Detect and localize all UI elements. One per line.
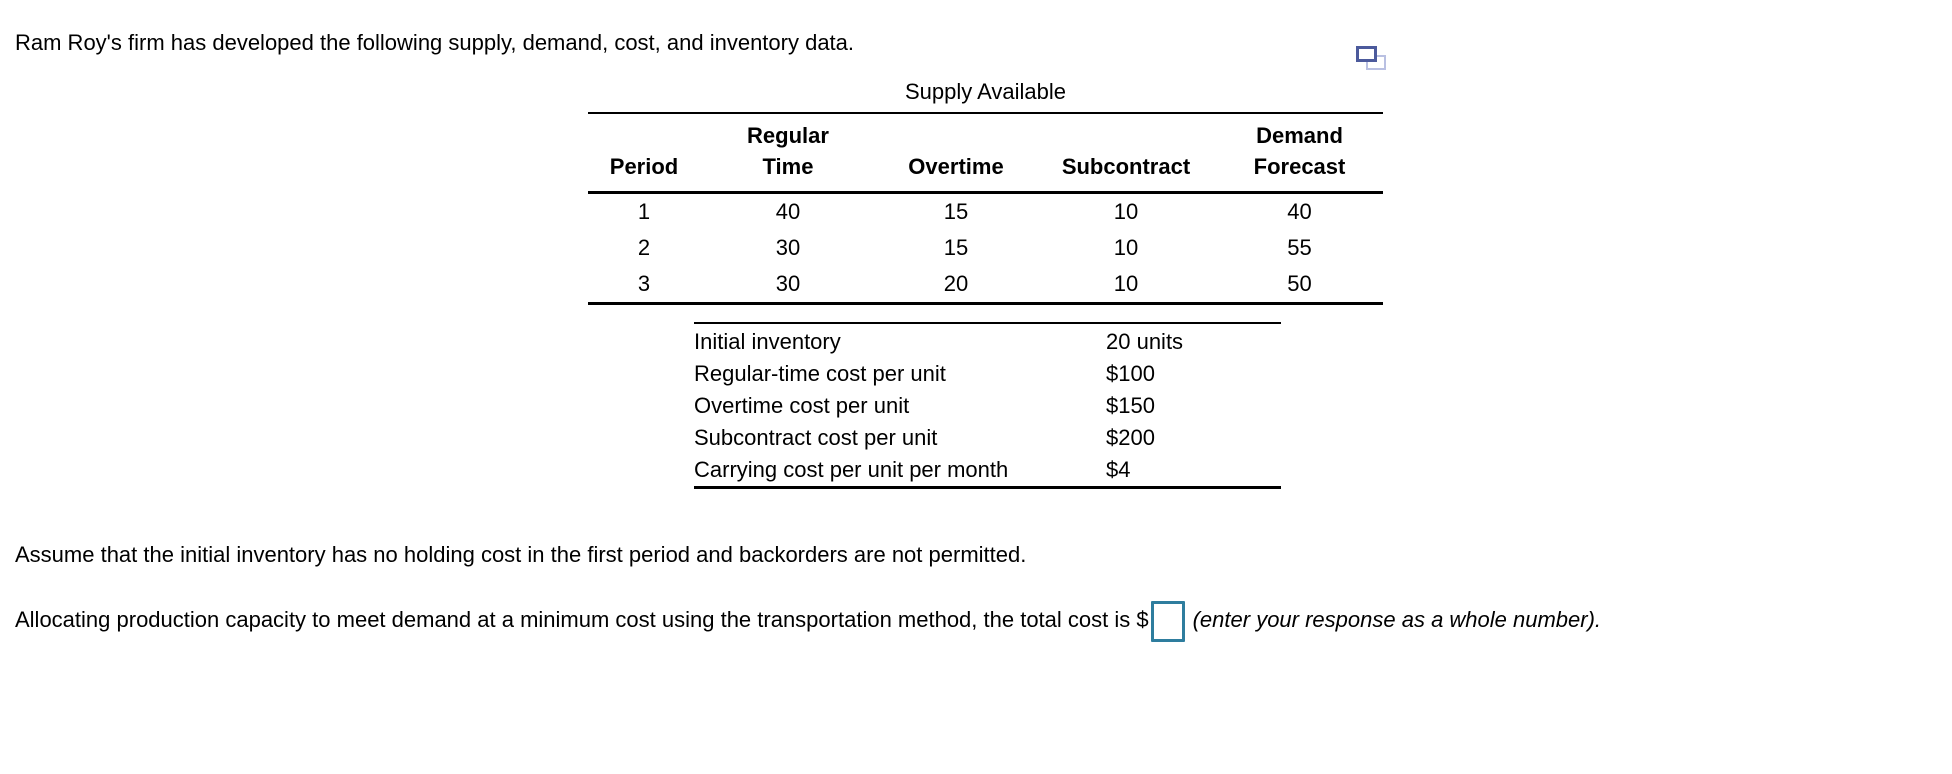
list-item: Initial inventory 20 units [694, 323, 1281, 358]
cost-label-initial-inventory: Initial inventory [694, 329, 841, 354]
column-header-regular-time: Regular Time [700, 113, 876, 194]
cell-overtime: 15 [943, 199, 969, 224]
cell-period: 2 [637, 235, 651, 260]
question-prefix-text: Allocating production capacity to meet d… [15, 607, 1149, 632]
cell-demand-forecast: 50 [1216, 266, 1383, 305]
cell-overtime: 20 [876, 266, 1036, 305]
supply-available-table: Supply Available Period Regular Time Ove… [588, 78, 1383, 305]
column-header-demand-forecast: Demand Forecast [1216, 113, 1383, 194]
compare-windows-icon[interactable] [1356, 46, 1388, 73]
cell-regular-time: 30 [775, 235, 801, 260]
column-header-overtime: Overtime [876, 113, 1036, 194]
cell-demand-forecast: 40 [1287, 199, 1312, 224]
cell-period: 1 [637, 199, 651, 224]
table-row: 1 40 15 10 40 [588, 193, 1383, 231]
question-suffix-text: (enter your response as a whole number). [1192, 607, 1602, 632]
cell-regular-time: 30 [700, 266, 876, 305]
supply-header-row: Period Regular Time Overtime Subcontract… [588, 113, 1383, 194]
cell-demand-forecast: 55 [1287, 235, 1312, 260]
cell-overtime: 15 [943, 235, 969, 260]
cost-label-overtime: Overtime cost per unit [694, 393, 910, 418]
cell-subcontract: 10 [1113, 235, 1139, 260]
assumption-text: Assume that the initial inventory has no… [15, 542, 1027, 567]
question-line: Allocating production capacity to meet d… [15, 599, 1601, 642]
cost-label-subcontract: Subcontract cost per unit [694, 425, 938, 450]
total-cost-input[interactable] [1150, 600, 1185, 642]
column-header-period: Period [588, 113, 700, 194]
cell-subcontract: 10 [1113, 199, 1139, 224]
cell-subcontract: 10 [1036, 266, 1216, 305]
cost-label-carrying: Carrying cost per unit per month [694, 457, 1009, 482]
list-item: Regular-time cost per unit $100 [694, 358, 1281, 390]
cost-value-initial-inventory: 20 units [1106, 329, 1184, 354]
list-item: Carrying cost per unit per month $4 [694, 454, 1281, 488]
cost-value-carrying: $4 [1106, 457, 1131, 482]
cost-label-regular-time: Regular-time cost per unit [694, 361, 946, 386]
cost-inventory-table: Initial inventory 20 units Regular-time … [694, 322, 1281, 489]
column-header-subcontract: Subcontract [1036, 113, 1216, 194]
cell-period: 3 [588, 266, 700, 305]
problem-intro-text: Ram Roy's firm has developed the followi… [15, 30, 855, 55]
cost-value-subcontract: $200 [1106, 425, 1155, 450]
supply-table-title: Supply Available [904, 79, 1067, 104]
table-row: 2 30 15 10 55 [588, 230, 1383, 266]
cost-value-overtime: $150 [1106, 393, 1155, 418]
compare-windows-icon-front-pane [1356, 46, 1377, 62]
cell-regular-time: 40 [775, 199, 801, 224]
list-item: Subcontract cost per unit $200 [694, 422, 1281, 454]
list-item: Overtime cost per unit $150 [694, 390, 1281, 422]
table-row: 3 30 20 10 50 [588, 266, 1383, 305]
cost-value-regular-time: $100 [1106, 361, 1155, 386]
